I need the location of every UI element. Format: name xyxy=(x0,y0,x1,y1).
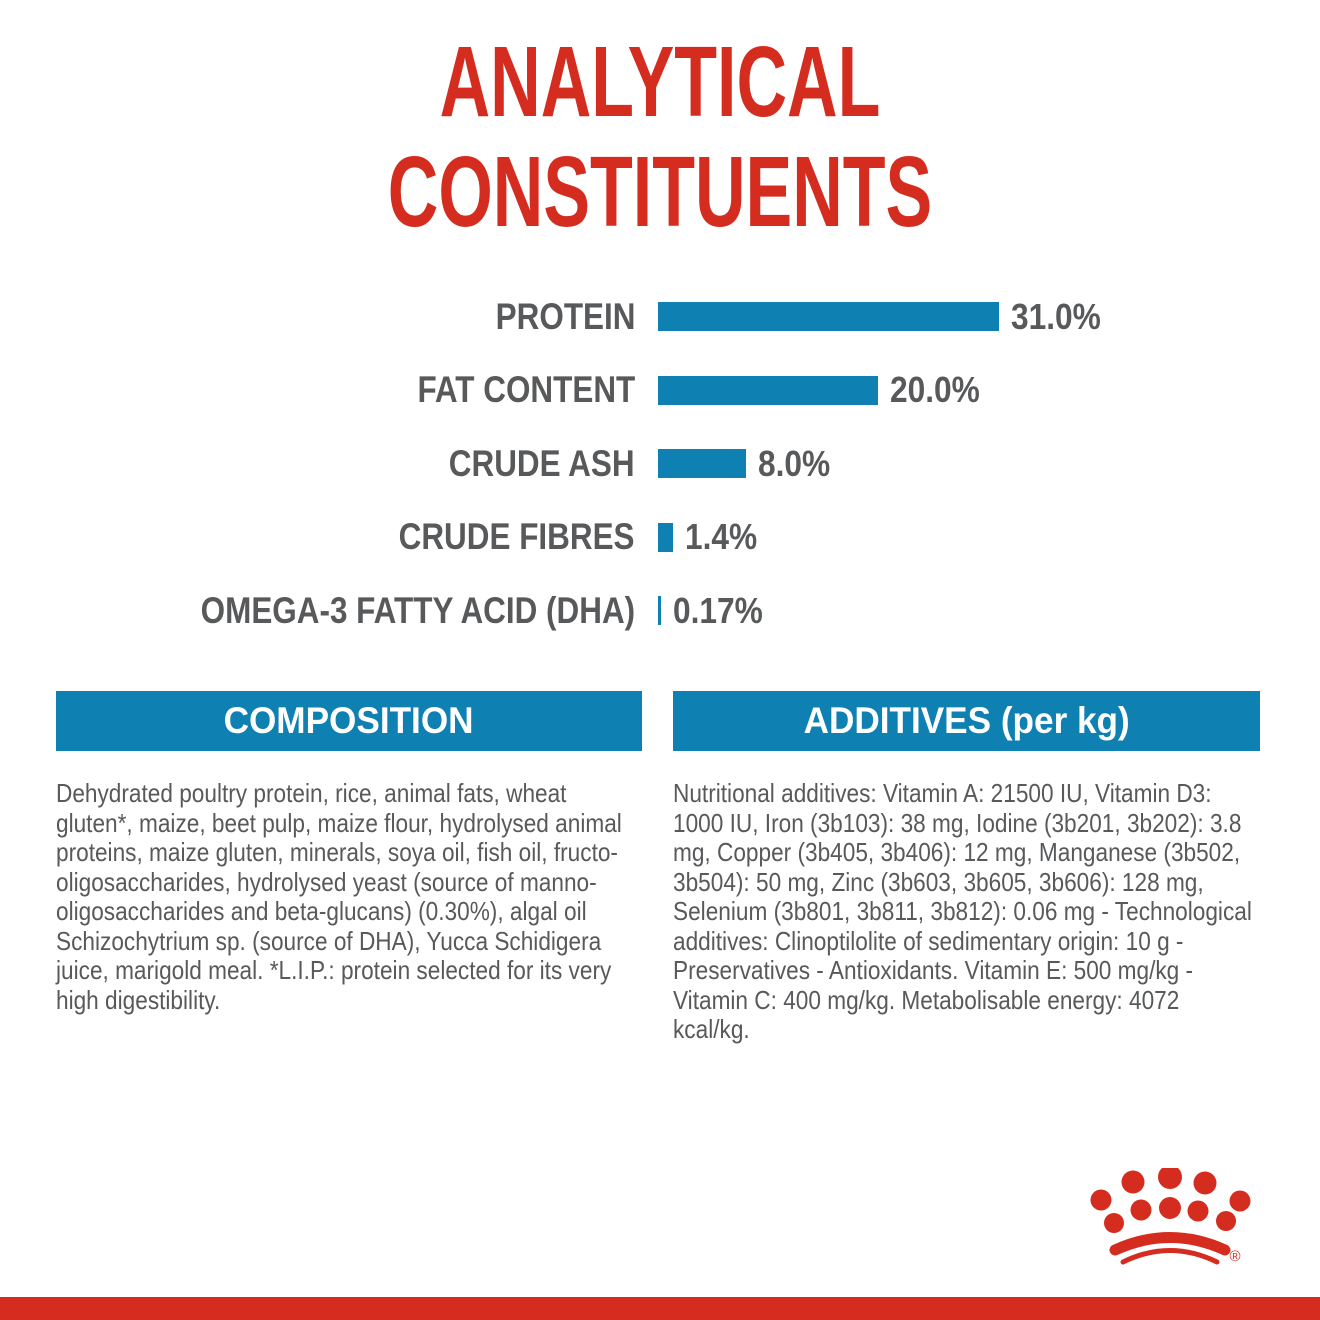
bar-value: 8.0% xyxy=(758,443,840,485)
chart-row-fat-content: FAT CONTENT 20.0% xyxy=(0,354,1320,428)
bar-label: CRUDE FIBRES xyxy=(0,516,635,558)
bar-value: 1.4% xyxy=(685,516,767,558)
info-columns: COMPOSITION Dehydrated poultry protein, … xyxy=(0,691,1320,1051)
additives-header-text: ADDITIVES (per kg) xyxy=(803,700,1130,741)
bar-value-text: 0.17% xyxy=(672,589,763,631)
bar-label: PROTEIN xyxy=(0,296,635,338)
bar-value-text: 31.0% xyxy=(1011,295,1101,337)
bar-value-text: 20.0% xyxy=(890,369,980,411)
bar-value: 20.0% xyxy=(890,369,992,411)
bar-label: CRUDE ASH xyxy=(0,443,635,485)
bar-value-text: 1.4% xyxy=(685,516,758,558)
composition-header-text: COMPOSITION xyxy=(224,700,474,741)
bar-label: OMEGA-3 FATTY ACID (DHA) xyxy=(0,590,635,632)
chart-row-omega3-dha: OMEGA-3 FATTY ACID (DHA) 0.17% xyxy=(0,574,1320,648)
bar-label-text: OMEGA-3 FATTY ACID (DHA) xyxy=(200,589,635,631)
bar-label-text: CRUDE FIBRES xyxy=(399,516,635,558)
registered-trademark-icon: ® xyxy=(1229,1248,1240,1265)
bar-value-text: 8.0% xyxy=(758,442,831,484)
bar-value: 0.17% xyxy=(673,590,775,632)
chart-row-crude-ash: CRUDE ASH 8.0% xyxy=(0,427,1320,501)
bar-protein xyxy=(658,302,999,332)
bar-label: FAT CONTENT xyxy=(0,369,635,411)
chart-row-crude-fibres: CRUDE FIBRES 1.4% xyxy=(0,501,1320,575)
bar-label-text: FAT CONTENT xyxy=(417,369,635,411)
composition-section: COMPOSITION Dehydrated poultry protein, … xyxy=(56,691,642,1015)
bar-crude-ash xyxy=(658,449,746,479)
bar-label-text: CRUDE ASH xyxy=(449,442,635,484)
additives-text: Nutritional additives: Vitamin A: 21500 … xyxy=(673,778,1252,1044)
bar-omega3-dha xyxy=(658,596,661,626)
page-title: ANALYTICAL CONSTITUENTS xyxy=(387,26,933,248)
bar-label-text: PROTEIN xyxy=(495,295,635,337)
composition-header: COMPOSITION xyxy=(56,691,642,751)
bar-value: 31.0% xyxy=(1011,296,1113,338)
additives-section: ADDITIVES (per kg) Nutritional additives… xyxy=(673,691,1260,1045)
bar-fat-content xyxy=(658,375,878,405)
analytical-constituents-chart: PROTEIN 31.0% FAT CONTENT 20.0% CRUDE AS… xyxy=(0,280,1320,648)
royal-canin-crown-logo: ® xyxy=(1090,1168,1251,1265)
additives-header: ADDITIVES (per kg) xyxy=(673,691,1260,751)
composition-text: Dehydrated poultry protein, rice, animal… xyxy=(56,778,622,1015)
chart-row-protein: PROTEIN 31.0% xyxy=(0,280,1320,354)
bar-crude-fibres xyxy=(658,522,674,552)
footer-red-strip xyxy=(0,1297,1320,1320)
